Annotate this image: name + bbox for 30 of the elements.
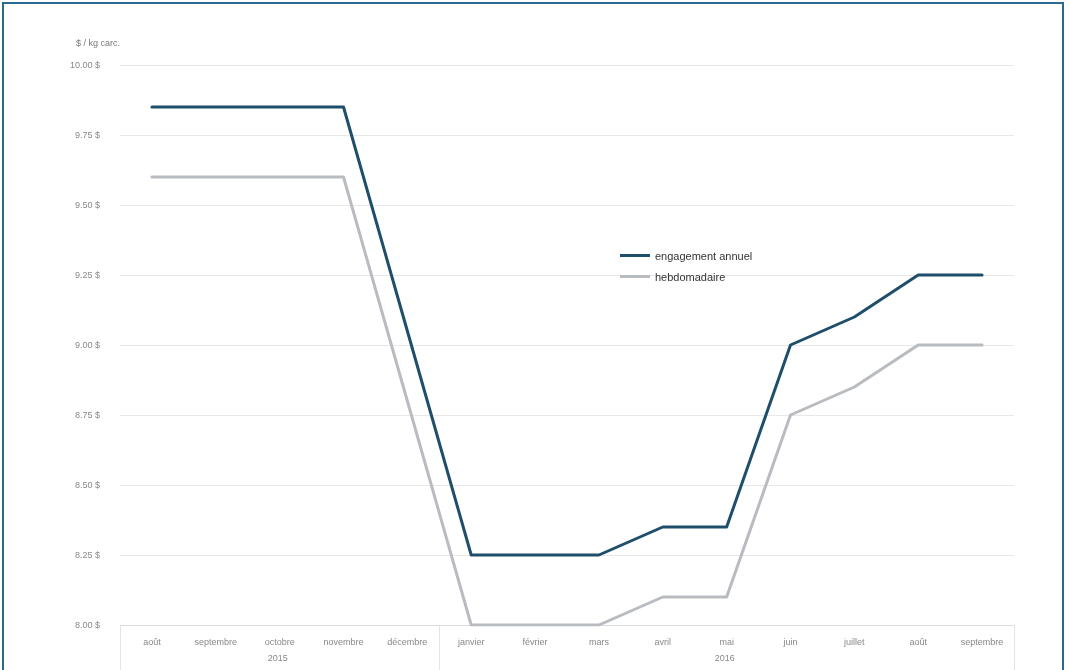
text: 2016 (714, 652, 735, 663)
y-tick-label: 8.75 $ (74, 410, 100, 420)
y-tick-label: 8.25 $ (74, 550, 100, 560)
x-tick-label: août (143, 636, 162, 647)
y-tick-label: 10.00 $ (69, 60, 100, 70)
line-series (150, 105, 984, 557)
y-axis-title: $ / kg carc. (75, 37, 120, 48)
x-tick-label: septembre (194, 636, 238, 647)
x-tick-label: février (522, 636, 548, 647)
y-tick-label: 9.50 $ (74, 200, 100, 210)
y-tick-label: 8.00 $ (74, 620, 100, 630)
y-tick-label: 9.75 $ (74, 130, 100, 140)
x-tick-label: novembre (323, 636, 364, 647)
x-tick-label: août (909, 636, 928, 647)
x-tick-label: juin (782, 636, 798, 647)
x-tick-label: mars (588, 636, 610, 647)
y-tick-label: 8.50 $ (74, 480, 100, 490)
x-tick-label: septembre (960, 636, 1004, 647)
x-tick-label: mai (719, 636, 734, 647)
y-tick-label: 9.25 $ (74, 270, 100, 280)
legend-label: hebdomadaire (655, 270, 726, 283)
x-tick-label: janvier (456, 636, 485, 647)
y-tick-label: 9.00 $ (74, 340, 100, 350)
x-tick-label: décembre (387, 636, 428, 647)
line-series (150, 175, 984, 627)
legend-label: engagement annuel (655, 249, 753, 262)
x-tick-label: octobre (264, 636, 295, 647)
x-tick-label: juillet (843, 636, 866, 647)
x-tick-label: avril (654, 636, 672, 647)
text: 2015 (267, 652, 288, 663)
